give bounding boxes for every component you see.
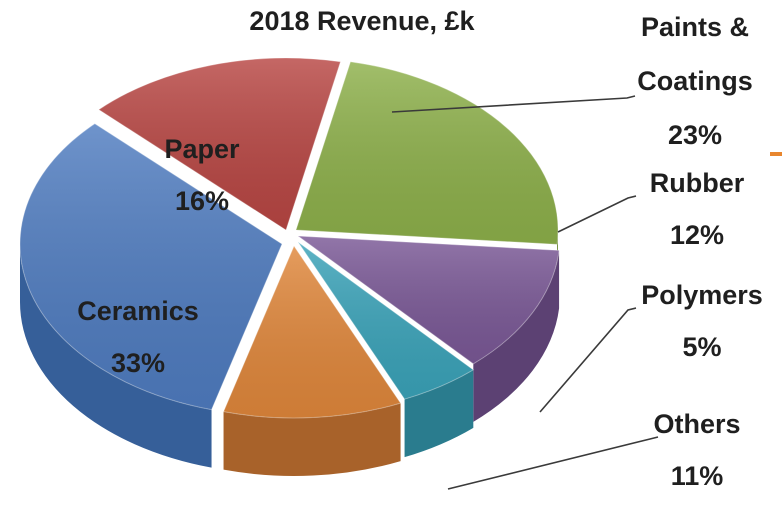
slice-side-ceramics bbox=[20, 244, 212, 468]
slice-shading bbox=[19, 123, 283, 410]
label-rubber: Rubber 12% bbox=[650, 168, 745, 250]
leader-line-polymers bbox=[539, 307, 637, 413]
slice-shading bbox=[298, 236, 560, 364]
label-others: Others 11% bbox=[653, 409, 740, 491]
label-polymers: Polymers 5% bbox=[641, 280, 763, 362]
slice-shading bbox=[98, 57, 341, 230]
label-paper: Paper 16% bbox=[164, 134, 240, 216]
slice-shading bbox=[298, 242, 474, 400]
slice-side-polymers bbox=[404, 369, 474, 458]
slice-shading bbox=[296, 61, 558, 245]
slice-shading bbox=[223, 246, 401, 418]
leader-line-others bbox=[447, 436, 659, 490]
leader-line-rubber bbox=[557, 195, 637, 233]
slice-side-others bbox=[223, 403, 401, 476]
label-ceramics: Ceramics 33% bbox=[77, 296, 199, 378]
slice-side-rubber bbox=[473, 250, 560, 422]
accent-marker bbox=[770, 152, 782, 156]
label-paints-coatings: Paints & Coatings 23% bbox=[637, 12, 753, 150]
leader-line-paints-coatings bbox=[391, 95, 636, 113]
chart-title: 2018 Revenue, £k bbox=[249, 6, 475, 36]
